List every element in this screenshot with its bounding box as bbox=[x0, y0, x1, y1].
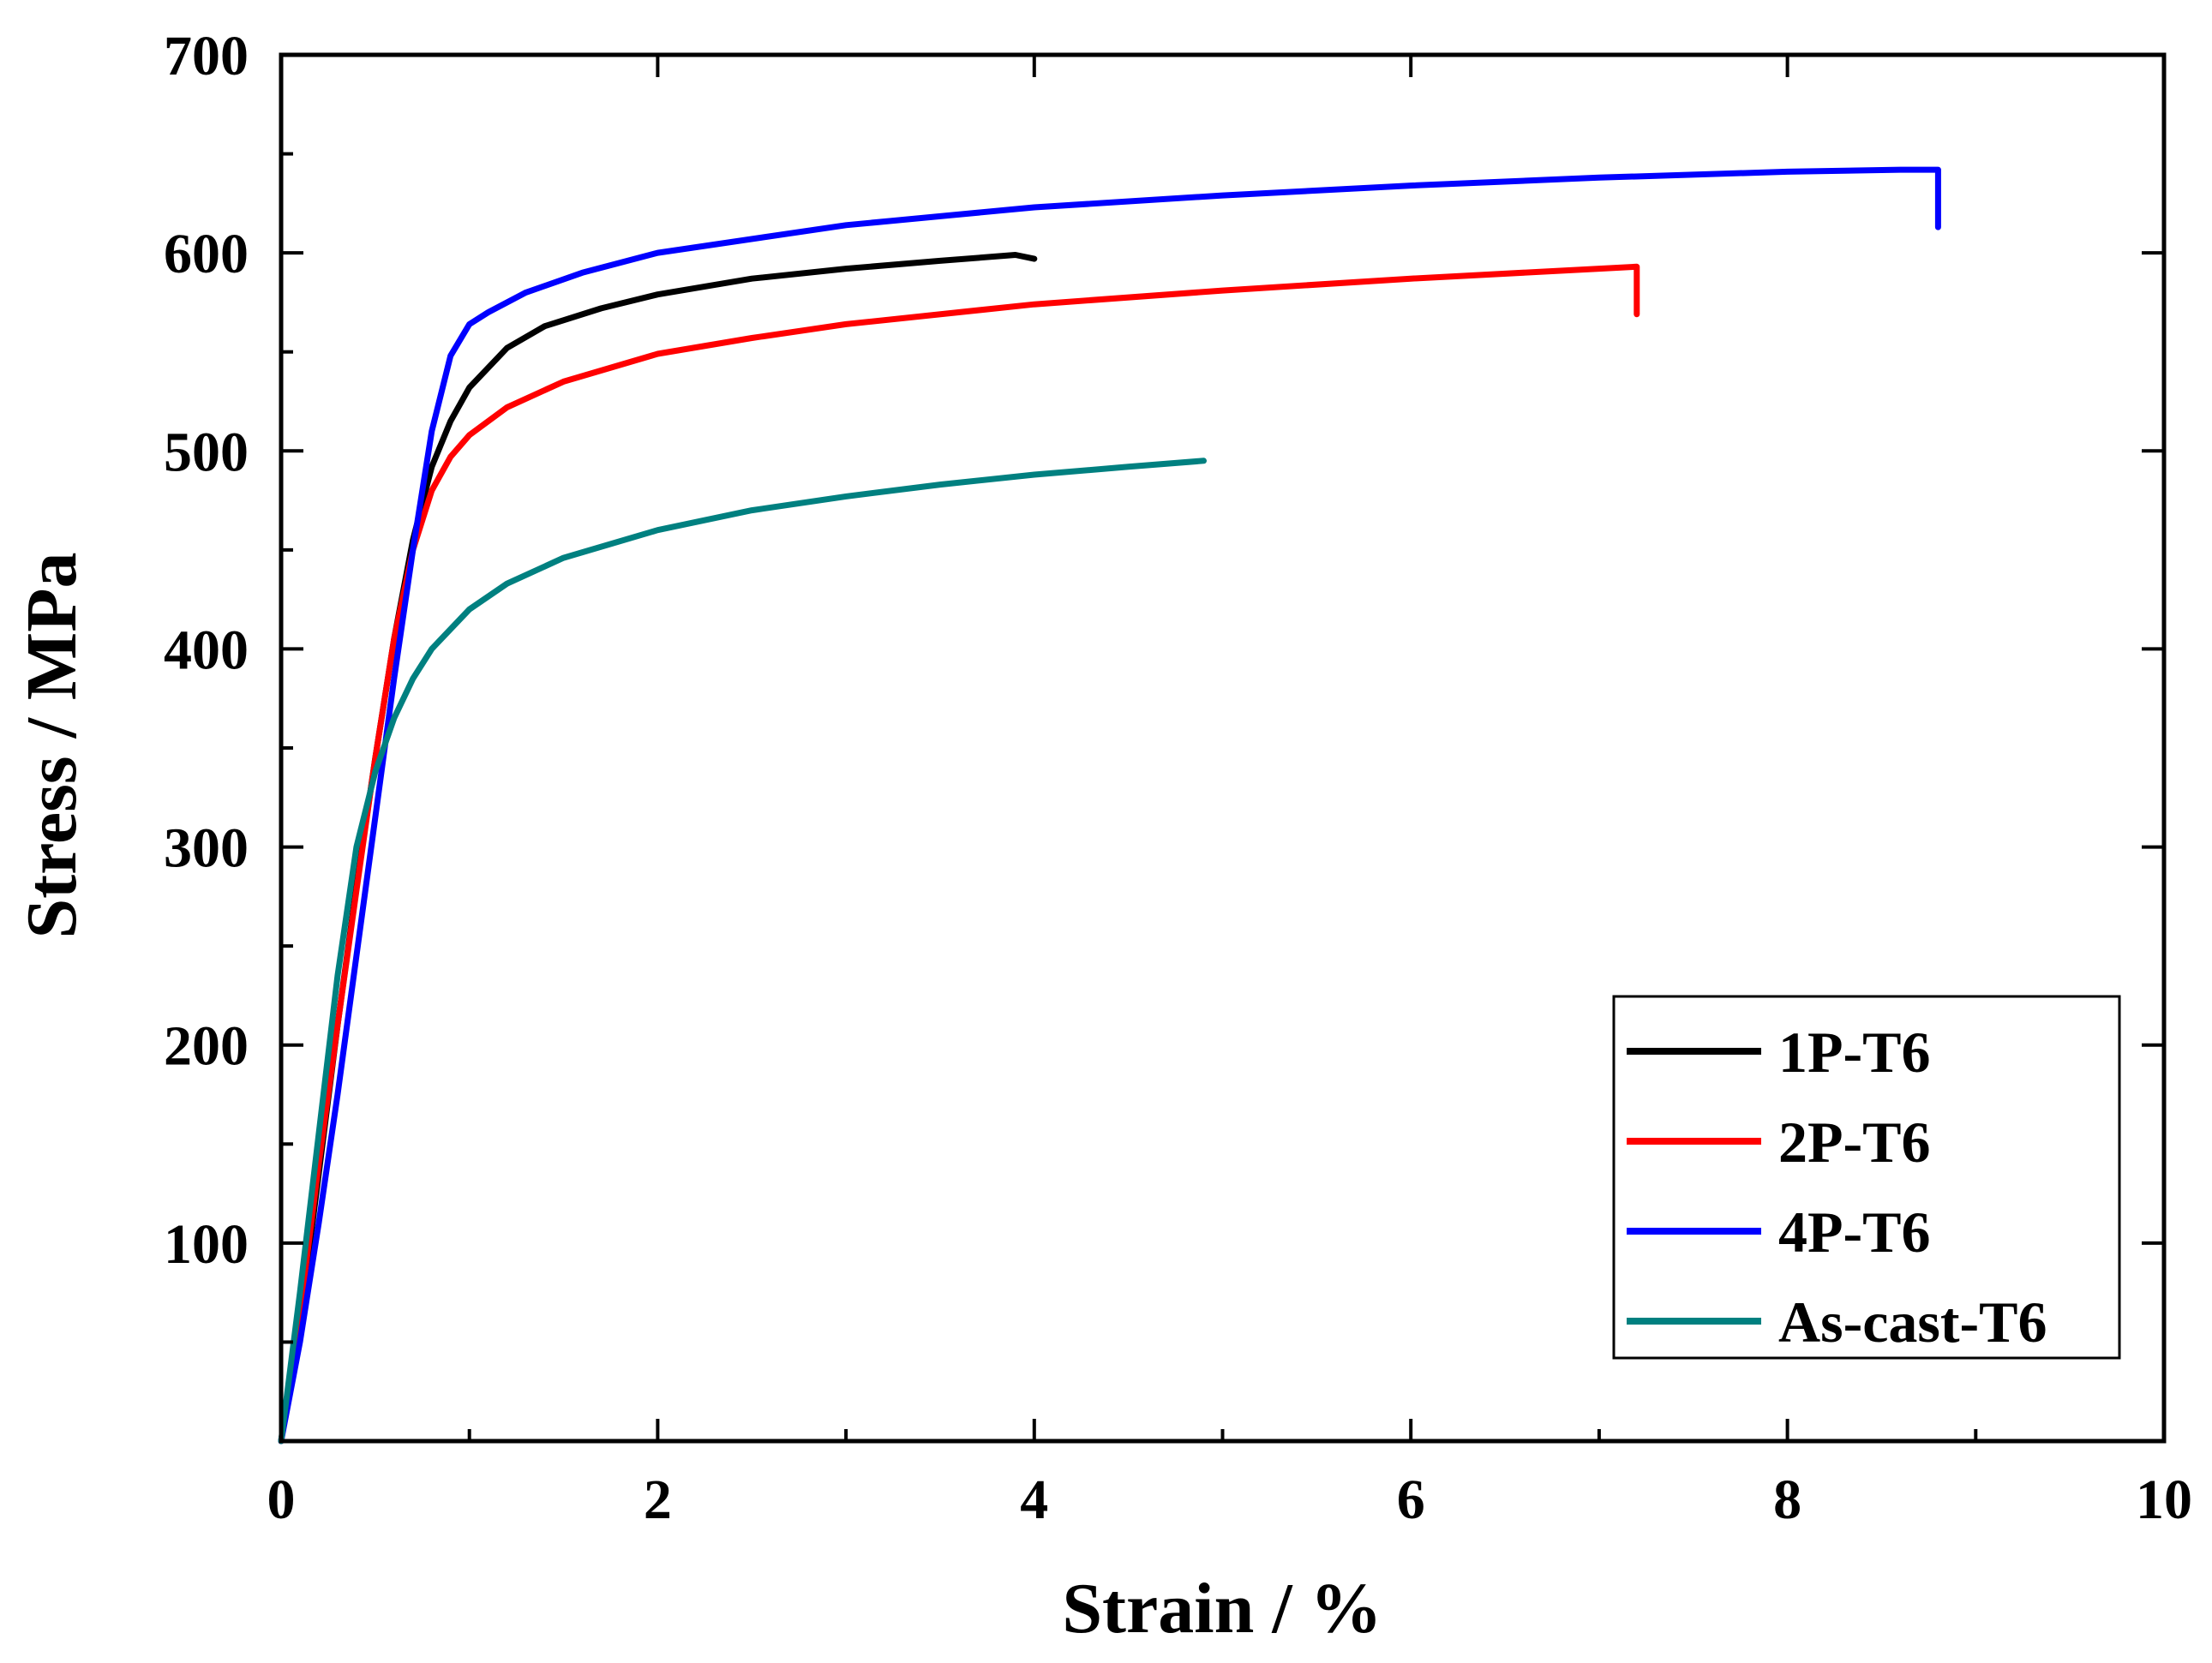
y-tick-label: 200 bbox=[164, 1015, 249, 1078]
x-tick-label: 6 bbox=[1397, 1469, 1425, 1531]
label-layer: 0 2 4 6 8 10 100 200 300 400 500 600 700 bbox=[164, 25, 2192, 1531]
series-line-as-cast-t6 bbox=[278, 458, 1207, 1445]
y-tick-label: 500 bbox=[164, 421, 249, 483]
legend: 1P-T6 2P-T6 4P-T6 As-cast-T6 bbox=[1612, 995, 2121, 1360]
series-line-2p-t6 bbox=[278, 263, 1640, 1445]
legend-label: As-cast-T6 bbox=[1778, 1289, 2047, 1355]
tick-layer bbox=[279, 53, 2166, 1443]
x-tick-label: 10 bbox=[2136, 1469, 2192, 1531]
x-tick-label: 8 bbox=[1773, 1469, 1801, 1531]
x-tick-label: 2 bbox=[644, 1469, 672, 1531]
legend-label: 1P-T6 bbox=[1778, 1020, 1931, 1085]
y-tick-label: 300 bbox=[164, 817, 249, 880]
legend-label: 2P-T6 bbox=[1778, 1110, 1931, 1175]
y-tick-label: 600 bbox=[164, 223, 249, 285]
y-tick-label: 700 bbox=[164, 25, 249, 87]
series-layer bbox=[278, 166, 1941, 1445]
x-tick-label: 0 bbox=[267, 1469, 296, 1531]
y-tick-label: 400 bbox=[164, 619, 249, 681]
legend-box bbox=[1612, 995, 2121, 1360]
y-axis-label: Stress / MPa bbox=[12, 552, 92, 938]
series-line-4p-t6 bbox=[278, 166, 1941, 1445]
y-tick-label: 100 bbox=[164, 1213, 249, 1276]
x-axis-label: Strain / % bbox=[1062, 1569, 1382, 1648]
x-tick-label: 4 bbox=[1020, 1469, 1048, 1531]
legend-label: 4P-T6 bbox=[1778, 1199, 1931, 1265]
